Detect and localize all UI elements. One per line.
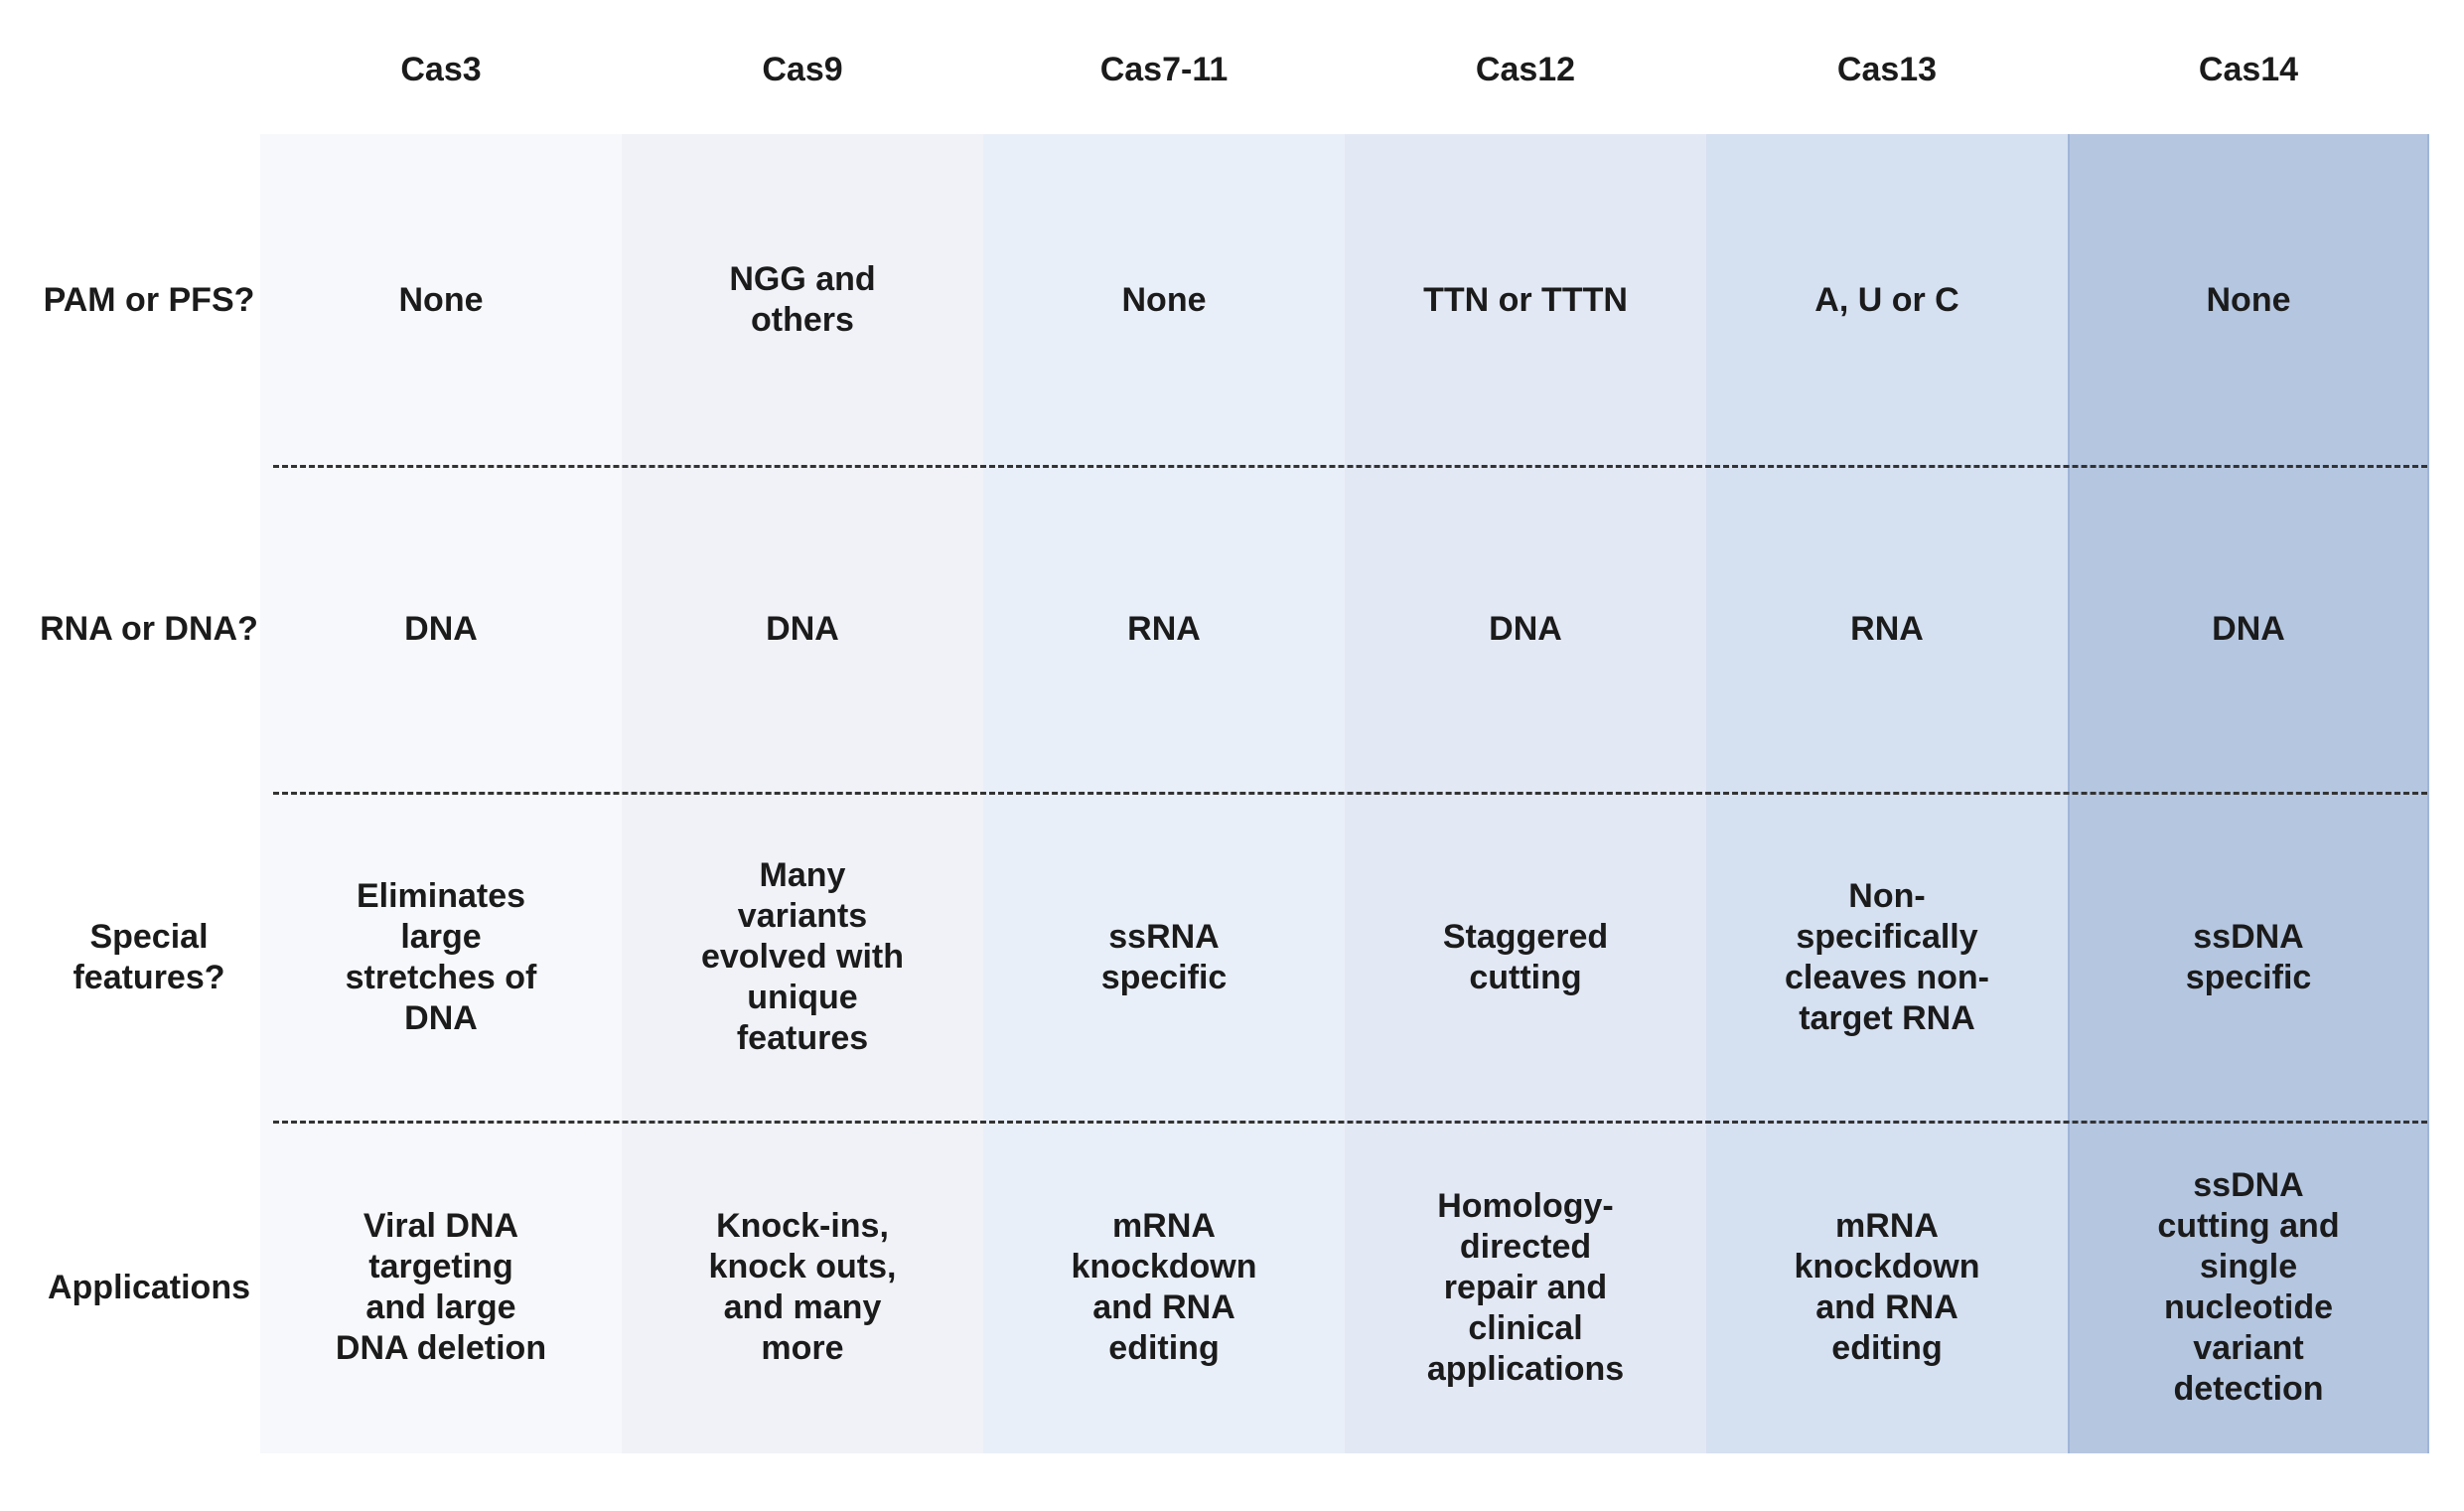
table-cell-text: None	[1121, 280, 1207, 319]
column-header-text: Cas14	[2198, 50, 2299, 88]
table-cell-text: DNA	[1489, 610, 1562, 648]
table-cell-text: TTN or TTTN	[1423, 280, 1628, 319]
row-label: Special features?	[0, 793, 298, 1122]
table-cell: RNA	[983, 466, 1345, 793]
table-cell: mRNA knockdown and RNA editing	[1706, 1122, 2068, 1453]
row-divider	[273, 1121, 2427, 1124]
table-cell: Viral DNA targeting and large DNA deleti…	[260, 1122, 622, 1453]
table-cell: Many variants evolved with unique featur…	[622, 793, 983, 1122]
table-cell: mRNA knockdown and RNA editing	[983, 1122, 1345, 1453]
table-cell: DNA	[1345, 466, 1706, 793]
table-cell-text: DNA	[766, 610, 839, 648]
table-cell-text: None	[398, 280, 484, 319]
table-cell-text: mRNA knockdown and RNA editing	[1071, 1207, 1257, 1367]
table-cell: None	[2068, 134, 2429, 466]
table-cell: ssDNA cutting and single nucleotide vari…	[2068, 1122, 2429, 1453]
table-cell-text: Knock-ins, knock outs, and many more	[708, 1207, 897, 1367]
row-label-text: PAM or PFS?	[43, 280, 255, 319]
table-cell-text: Viral DNA targeting and large DNA deleti…	[335, 1207, 547, 1367]
column-header: Cas14	[2068, 40, 2429, 99]
column-header-text: Cas13	[1836, 50, 1938, 88]
table-cell-text: Eliminates large stretches of DNA	[345, 876, 537, 1037]
column-header: Cas3	[260, 40, 622, 99]
table-cell-text: ssDNA specific	[2185, 917, 2312, 996]
table-cell: Knock-ins, knock outs, and many more	[622, 1122, 983, 1453]
table-cell: DNA	[2068, 466, 2429, 793]
table-cell: TTN or TTTN	[1345, 134, 1706, 466]
table-cell-text: A, U or C	[1814, 280, 1959, 319]
table-cell-text: RNA	[1127, 610, 1201, 648]
row-label: Applications	[0, 1122, 298, 1453]
table-cell-text: mRNA knockdown and RNA editing	[1794, 1207, 1980, 1367]
table-cell: Homology-directed repair and clinical ap…	[1345, 1122, 1706, 1453]
table-cell: ssDNA specific	[2068, 793, 2429, 1122]
row-divider	[273, 792, 2427, 795]
table-cell: RNA	[1706, 466, 2068, 793]
table-cell: ssRNA specific	[983, 793, 1345, 1122]
table-cell-text: RNA	[1850, 610, 1924, 648]
table-cell-text: None	[2206, 280, 2291, 319]
table-cell-text: Homology-directed repair and clinical ap…	[1426, 1186, 1625, 1388]
column-header: Cas9	[622, 40, 983, 99]
column-header: Cas12	[1345, 40, 1706, 99]
table-cell-text: Staggered cutting	[1442, 917, 1609, 996]
row-label-text: Applications	[47, 1268, 251, 1306]
table-cell: Non-specifically cleaves non-target RNA	[1706, 793, 2068, 1122]
table-cell-text: DNA	[404, 610, 478, 648]
row-label: PAM or PFS?	[0, 134, 298, 466]
row-label: RNA or DNA?	[0, 466, 298, 793]
column-header-text: Cas12	[1475, 50, 1576, 88]
column-header: Cas13	[1706, 40, 2068, 99]
row-divider	[273, 465, 2427, 468]
table-cell-text: Many variants evolved with unique featur…	[700, 856, 905, 1057]
table-cell-text: Non-specifically cleaves non-target RNA	[1785, 876, 1989, 1037]
table-cell-text: DNA	[2212, 610, 2285, 648]
table-cell: DNA	[622, 466, 983, 793]
column-header-text: Cas3	[400, 50, 482, 88]
table-cell: None	[983, 134, 1345, 466]
table-cell: None	[260, 134, 622, 466]
row-label-text: Special features?	[72, 917, 225, 996]
table-cell-text: NGG and others	[729, 260, 876, 339]
column-header-text: Cas7-11	[1099, 50, 1229, 88]
table-cell: Eliminates large stretches of DNA	[260, 793, 622, 1122]
table-cell: A, U or C	[1706, 134, 2068, 466]
table-cell-text: ssRNA specific	[1100, 917, 1228, 996]
table-cell-text: ssDNA cutting and single nucleotide vari…	[2157, 1166, 2340, 1408]
table-cell: NGG and others	[622, 134, 983, 466]
table-cell: DNA	[260, 466, 622, 793]
row-label-text: RNA or DNA?	[40, 610, 258, 648]
column-header-text: Cas9	[762, 50, 843, 88]
table-cell: Staggered cutting	[1345, 793, 1706, 1122]
column-header: Cas7-11	[983, 40, 1345, 99]
